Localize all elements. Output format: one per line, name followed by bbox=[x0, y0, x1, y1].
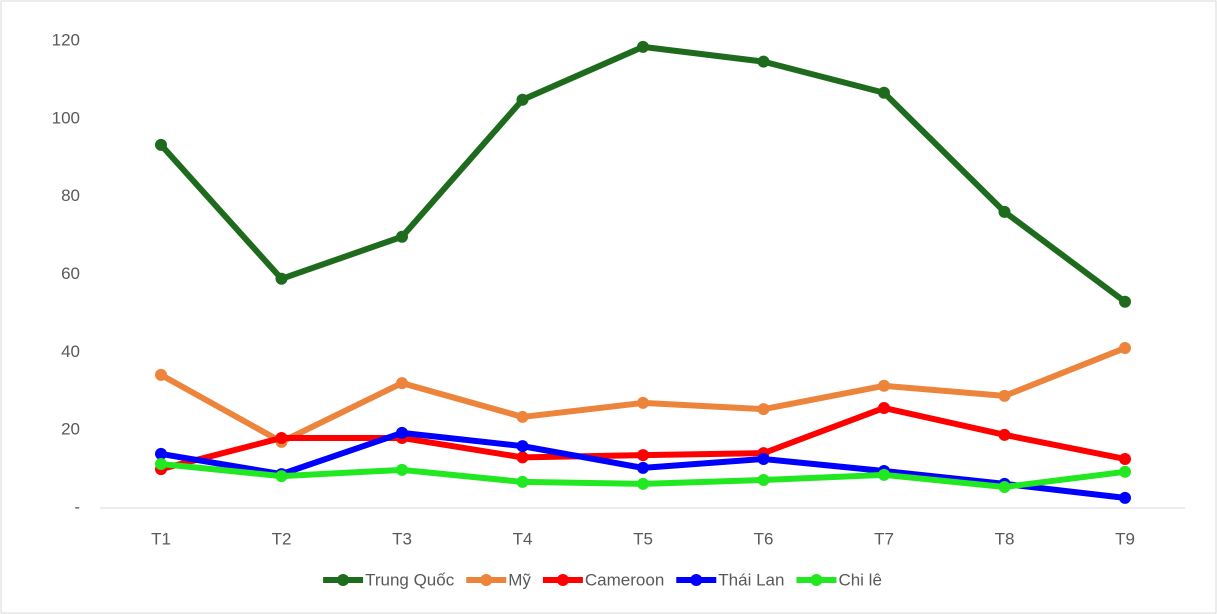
legend-item: Mỹ bbox=[466, 570, 531, 589]
data-point bbox=[516, 410, 529, 423]
data-point bbox=[155, 368, 167, 381]
y-tick-label: 80 bbox=[61, 186, 80, 205]
data-point bbox=[998, 205, 1011, 218]
data-point bbox=[757, 452, 770, 465]
data-point bbox=[516, 93, 529, 106]
data-point bbox=[637, 449, 649, 462]
legend-label: Trung Quốc bbox=[365, 570, 455, 589]
data-point bbox=[878, 86, 890, 99]
data-point bbox=[155, 138, 167, 151]
data-point bbox=[155, 458, 167, 471]
y-tick-label: 20 bbox=[61, 420, 80, 439]
data-point bbox=[637, 40, 649, 53]
data-point bbox=[1119, 295, 1131, 308]
data-point bbox=[637, 477, 649, 490]
data-point bbox=[275, 431, 288, 444]
data-point bbox=[878, 468, 890, 481]
x-tick-label: T5 bbox=[633, 529, 653, 548]
legend-item: Chi lê bbox=[796, 570, 882, 589]
data-point bbox=[396, 230, 408, 243]
data-point bbox=[275, 470, 288, 483]
data-point bbox=[878, 379, 890, 392]
data-point bbox=[757, 473, 770, 486]
y-tick-label: 40 bbox=[61, 342, 80, 361]
y-tick-label: 120 bbox=[52, 30, 80, 49]
legend-label: Cameroon bbox=[585, 570, 664, 589]
data-point bbox=[998, 480, 1011, 493]
y-tick-label: - bbox=[74, 497, 80, 516]
data-point bbox=[998, 428, 1011, 441]
x-tick-label: T2 bbox=[272, 529, 292, 548]
legend-item: Trung Quốc bbox=[323, 570, 455, 589]
data-point bbox=[878, 401, 890, 414]
data-point bbox=[1119, 491, 1131, 504]
x-tick-label: T7 bbox=[874, 529, 894, 548]
x-tick-label: T4 bbox=[513, 529, 533, 548]
legend-label: Chi lê bbox=[838, 570, 881, 589]
x-tick-label: T1 bbox=[151, 529, 171, 548]
legend-marker bbox=[480, 574, 493, 586]
legend-marker bbox=[556, 574, 569, 586]
data-point bbox=[1119, 465, 1131, 478]
data-point bbox=[396, 463, 408, 476]
data-point bbox=[516, 440, 529, 453]
legend-marker bbox=[810, 574, 823, 586]
data-point bbox=[998, 389, 1011, 402]
legend-label: Mỹ bbox=[508, 570, 531, 589]
data-point bbox=[757, 403, 770, 416]
legend-item: Cameroon bbox=[542, 570, 664, 589]
data-point bbox=[516, 451, 529, 464]
y-tick-label: 60 bbox=[61, 264, 80, 283]
data-point bbox=[1119, 452, 1131, 465]
legend-marker bbox=[690, 574, 703, 586]
legend-label: Thái Lan bbox=[718, 570, 784, 589]
y-tick-label: 100 bbox=[52, 108, 80, 127]
legend-item: Thái Lan bbox=[676, 570, 784, 589]
x-tick-label: T8 bbox=[995, 529, 1015, 548]
x-tick-label: T9 bbox=[1115, 529, 1135, 548]
data-point bbox=[757, 55, 770, 68]
data-point bbox=[396, 426, 408, 439]
x-tick-label: T6 bbox=[754, 529, 774, 548]
data-point bbox=[516, 475, 529, 488]
x-tick-label: T3 bbox=[392, 529, 412, 548]
data-point bbox=[275, 272, 288, 285]
data-point bbox=[396, 377, 408, 390]
data-point bbox=[1119, 342, 1131, 355]
data-point bbox=[155, 447, 167, 460]
legend-marker bbox=[337, 574, 350, 586]
data-point bbox=[637, 461, 649, 474]
data-point bbox=[637, 396, 649, 409]
